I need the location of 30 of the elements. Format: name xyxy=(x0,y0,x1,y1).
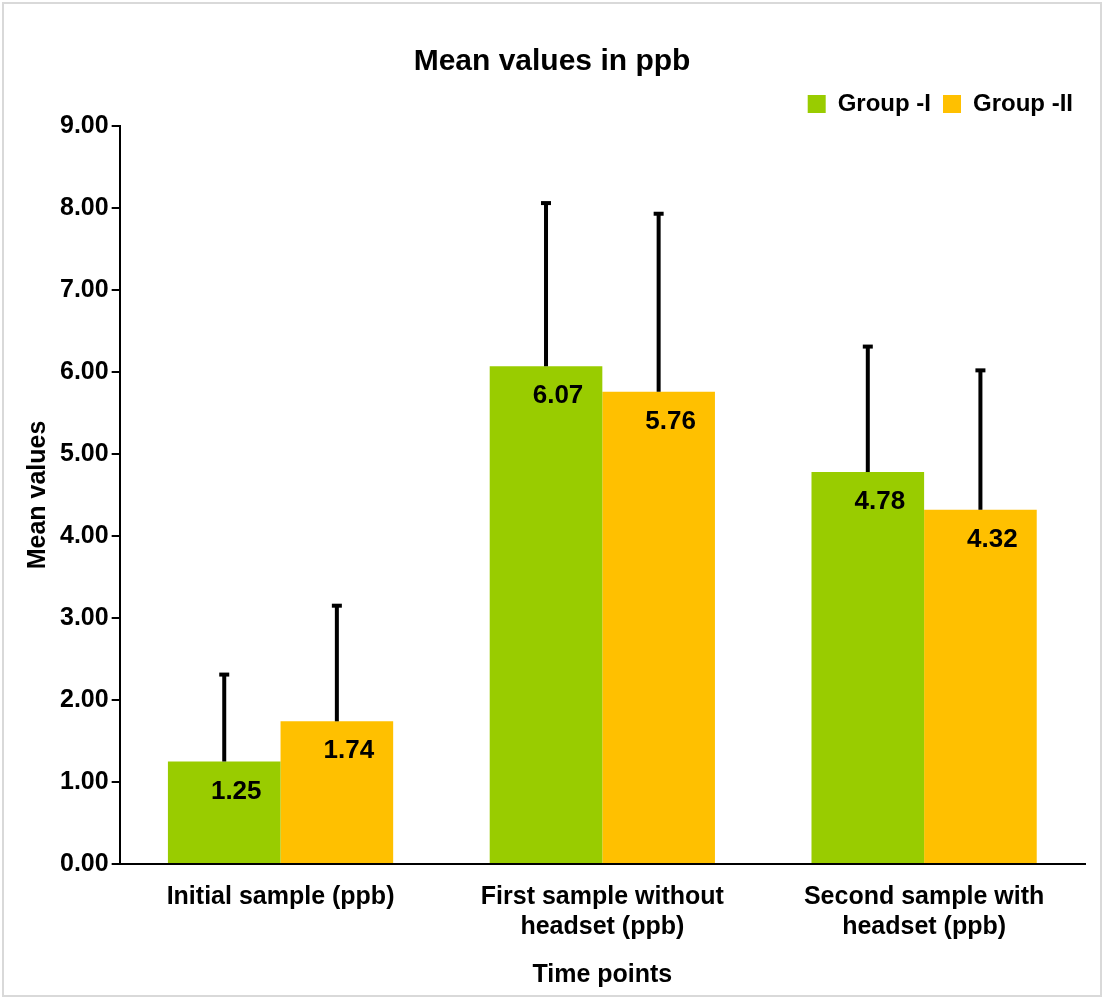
x-tick-label: Second sample with headset (ppb) xyxy=(803,880,1045,939)
y-axis-title: Mean values xyxy=(21,420,50,570)
chart-title: Mean values in ppb xyxy=(413,43,691,77)
y-tick-label: 0.00 xyxy=(59,847,109,876)
y-tick-label: 8.00 xyxy=(59,191,109,220)
y-tick-label: 4.00 xyxy=(59,519,109,548)
bar xyxy=(924,509,1037,863)
bar xyxy=(167,761,281,863)
data-label: 4.78 xyxy=(854,485,906,516)
data-label: 1.25 xyxy=(210,774,262,805)
data-label: 6.07 xyxy=(532,379,584,410)
y-tick-label: 9.00 xyxy=(59,109,109,138)
bar xyxy=(280,721,394,863)
x-axis-title: Time points xyxy=(532,958,673,987)
y-tick-label: 7.00 xyxy=(59,273,109,302)
y-tick-label: 5.00 xyxy=(59,437,109,466)
data-label: 4.32 xyxy=(967,522,1018,553)
legend-label: Group -I xyxy=(837,88,932,116)
legend-label: Group -II xyxy=(973,88,1073,116)
bar xyxy=(811,472,925,863)
data-label: 5.76 xyxy=(645,404,696,435)
y-tick-label: 6.00 xyxy=(59,355,109,384)
y-tick-label: 2.00 xyxy=(59,683,109,712)
bar xyxy=(489,366,603,863)
y-tick-label: 1.00 xyxy=(59,765,109,794)
bar xyxy=(602,391,715,863)
x-tick-label: Initial sample (ppb) xyxy=(166,880,395,909)
x-tick-label: First sample without headset (ppb) xyxy=(480,880,725,939)
data-label: 1.74 xyxy=(323,734,375,765)
y-tick-label: 3.00 xyxy=(59,601,109,630)
